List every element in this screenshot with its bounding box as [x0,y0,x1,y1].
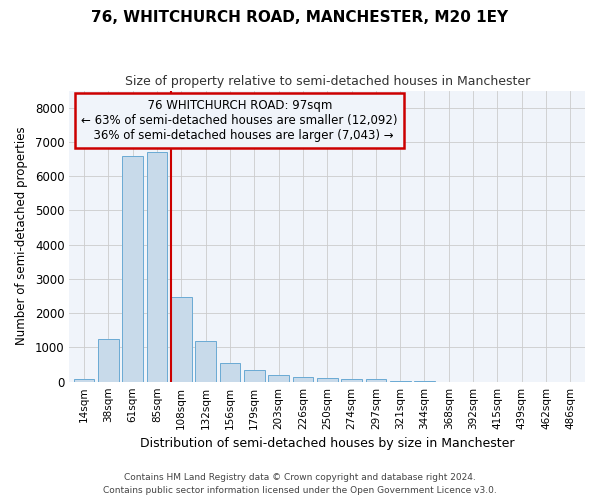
X-axis label: Distribution of semi-detached houses by size in Manchester: Distribution of semi-detached houses by … [140,437,514,450]
Bar [74,379,94,382]
Bar [171,296,191,382]
Title: Size of property relative to semi-detached houses in Manchester: Size of property relative to semi-detach… [125,75,530,88]
Bar [341,378,362,382]
Text: 76, WHITCHURCH ROAD, MANCHESTER, M20 1EY: 76, WHITCHURCH ROAD, MANCHESTER, M20 1EY [91,10,509,25]
Bar [195,341,216,382]
Bar [98,339,119,382]
Bar [244,370,265,382]
Bar [146,152,167,382]
Y-axis label: Number of semi-detached properties: Number of semi-detached properties [15,127,28,346]
Bar [122,156,143,382]
Bar [317,378,338,382]
Bar [268,376,289,382]
Bar [293,377,313,382]
Bar [365,379,386,382]
Text: Contains HM Land Registry data © Crown copyright and database right 2024.
Contai: Contains HM Land Registry data © Crown c… [103,474,497,495]
Bar [220,363,240,382]
Text: 76 WHITCHURCH ROAD: 97sqm  
← 63% of semi-detached houses are smaller (12,092)
 : 76 WHITCHURCH ROAD: 97sqm ← 63% of semi-… [82,100,398,142]
Bar [390,380,410,382]
